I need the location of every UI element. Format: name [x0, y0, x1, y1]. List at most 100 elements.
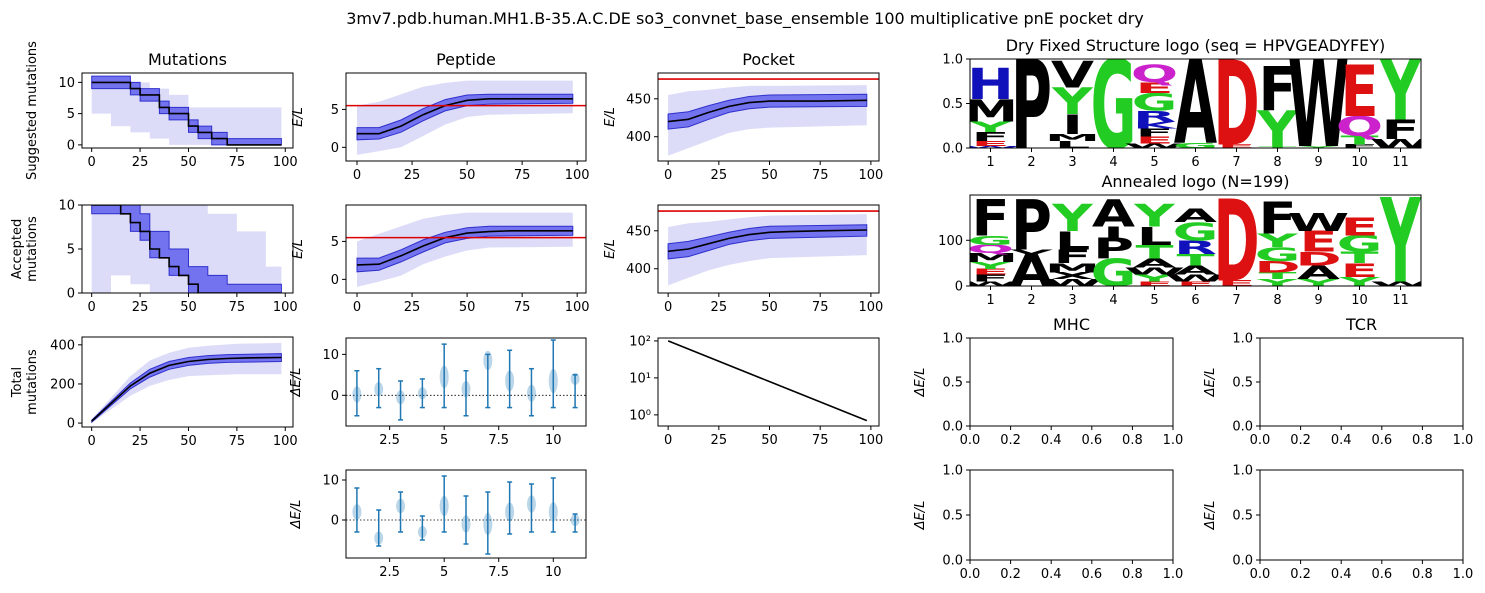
x-tick-label: 0.2 [1290, 567, 1311, 582]
y-tick-label: 0 [331, 389, 339, 404]
y-tick-label: 0.5 [942, 509, 963, 524]
y-axis-label: ΔE/L [289, 368, 304, 398]
panel-title: Dry Fixed Structure logo (seq = HPVGEADY… [1006, 36, 1386, 55]
logo-letter: H [967, 59, 1014, 109]
x-tick-label: 0.8 [1122, 433, 1143, 448]
panel-mut_total: 0 25 50 75 100 0 200 400 Total mutations [10, 336, 298, 449]
logo-letter: I [1062, 109, 1083, 140]
y-tick-label: 1.0 [942, 53, 963, 68]
panel-title: Annealed logo (N=199) [1101, 172, 1289, 191]
logo-letter: Y [1380, 42, 1422, 139]
x-tick-label: 100 [273, 434, 298, 449]
logo-letter: M [963, 250, 1019, 265]
panel-title: TCR [1345, 315, 1377, 334]
logo-letter: E [1340, 213, 1378, 242]
x-tick-label: 0.0 [1250, 433, 1271, 448]
logo-letter: K [1133, 120, 1179, 131]
mean-line [668, 99, 867, 123]
logo-letter: D [1295, 248, 1341, 270]
y-tick-label: 0 [955, 280, 963, 295]
range-band [357, 80, 573, 155]
y-tick-label: 0.0 [942, 554, 963, 569]
logo-letter: W [1288, 208, 1350, 237]
panel-mut_suggested: 0 25 50 75 100 0 5 10 Mutations Suggested mutatio… [25, 41, 298, 180]
x-tick-label: 0 [664, 168, 672, 183]
x-tick-label: 9 [1314, 155, 1322, 170]
x-tick-label: 100 [858, 300, 883, 315]
logo-letter: F [1258, 192, 1296, 244]
y-tick-label: 200 [50, 377, 75, 392]
logo-letter: V [1051, 54, 1095, 97]
logo-letter: L [1137, 222, 1173, 251]
plot-area [91, 205, 282, 293]
iqr-band [667, 93, 868, 130]
x-tick-label: 7.5 [488, 565, 509, 580]
logo-letter: R [1133, 108, 1176, 125]
logo-letter: E [971, 268, 1009, 277]
x-tick-label: 10 [545, 565, 562, 580]
logo-letter: D [1254, 258, 1300, 276]
logo-letter: G [1337, 232, 1383, 257]
panel-mhc_2: 0.0 0.2 0.4 0.6 0.8 1.0 0.0 0.5 1.0 ΔE/L [913, 464, 1183, 583]
y-tick-label: 450 [626, 92, 651, 107]
panel-pocket_dry: 0 25 50 75 100 400 450 Pocket E/L [603, 50, 883, 183]
logo-letter: G [1132, 89, 1178, 117]
logo-letter: G [1091, 36, 1137, 177]
axes-frame [81, 72, 294, 149]
plot-area [667, 340, 868, 422]
panel-title: Mutations [148, 50, 227, 69]
mean-line [357, 98, 573, 135]
axes-frame [657, 72, 880, 162]
x-tick-label: 3 [1068, 155, 1076, 170]
x-tick-label: 100 [273, 155, 298, 170]
logo-letter: Y [969, 118, 1011, 135]
y-tick-label: 400 [50, 338, 75, 353]
x-tick-label: 4 [1109, 155, 1117, 170]
y-tick-label: 10¹ [629, 371, 651, 386]
logo-letter: Q [1131, 60, 1178, 88]
logo-letter: W [1370, 280, 1432, 287]
logo-letter: Y [1256, 102, 1299, 159]
x-tick-label: 9 [1314, 293, 1322, 308]
x-tick-label: 75 [229, 155, 246, 170]
y-axis-label: ΔE/L [1203, 368, 1218, 398]
x-tick-label: 1.0 [1163, 567, 1184, 582]
x-tick-label: 100 [858, 433, 883, 448]
y-tick-label: 0.5 [942, 97, 963, 112]
x-tick-label: 0.6 [1371, 567, 1392, 582]
logo-letter: W [1370, 137, 1432, 151]
y-tick-label: 1.0 [942, 464, 963, 479]
logo-letter: A [1174, 204, 1218, 226]
x-tick-label: 0.4 [1041, 567, 1062, 582]
y-tick-label: 0 [67, 287, 75, 302]
plot-area [658, 78, 879, 156]
x-tick-label: 1.0 [1453, 433, 1474, 448]
y-axis-label: ΔE/L [1203, 501, 1218, 531]
x-tick-label: 50 [459, 168, 476, 183]
logo-letter: G [1173, 141, 1219, 149]
x-tick-label: 6 [1191, 293, 1199, 308]
plot-area [346, 212, 586, 287]
x-tick-label: 0 [664, 433, 672, 448]
axes-frame [345, 72, 587, 162]
logo-letter: T [1258, 146, 1296, 149]
x-tick-label: 25 [711, 168, 728, 183]
logo-letter: F [1053, 245, 1091, 267]
logo-letter: T [1135, 241, 1174, 263]
x-tick-label: 2.5 [379, 433, 400, 448]
x-tick-label: 10 [1351, 155, 1368, 170]
x-tick-label: 0 [88, 300, 96, 315]
y-tick-label: 0.5 [1232, 509, 1253, 524]
x-tick-label: 1 [986, 293, 994, 308]
logo-letter: A [1133, 256, 1177, 271]
logo-letter: Y [969, 261, 1012, 272]
logo-letter: Y [1051, 81, 1094, 124]
panel-pep_dry: 0 25 50 75 100 0 5 Peptide E/L [291, 50, 590, 183]
y-tick-label: 10 [58, 76, 75, 91]
y-tick-label: 5 [67, 243, 75, 258]
y-axis-label: ΔE/L [913, 368, 928, 398]
x-tick-label: 25 [132, 300, 149, 315]
mean-line [91, 81, 282, 146]
y-tick-label: 0.5 [942, 376, 963, 391]
